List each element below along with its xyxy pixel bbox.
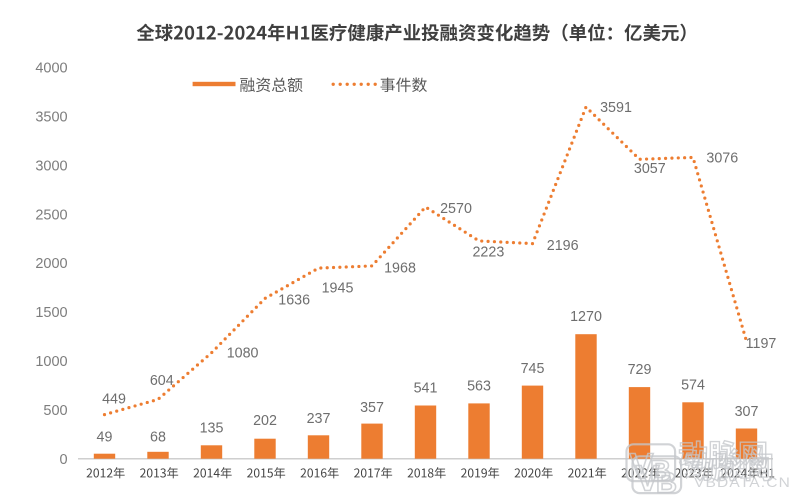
- svg-text:1197: 1197: [746, 336, 777, 352]
- svg-text:135: 135: [200, 421, 224, 437]
- svg-text:1945: 1945: [322, 280, 354, 296]
- svg-text:68: 68: [150, 430, 166, 446]
- svg-text:3500: 3500: [35, 109, 67, 125]
- svg-text:3076: 3076: [706, 151, 738, 167]
- svg-text:541: 541: [414, 381, 438, 397]
- svg-text:2500: 2500: [35, 207, 67, 223]
- svg-text:2223: 2223: [472, 244, 504, 260]
- svg-text:0: 0: [60, 452, 68, 468]
- svg-text:2000: 2000: [35, 256, 67, 272]
- svg-text:1968: 1968: [384, 261, 416, 277]
- svg-text:3000: 3000: [35, 158, 67, 174]
- svg-text:574: 574: [681, 377, 705, 393]
- svg-text:B: B: [656, 468, 677, 500]
- svg-text:B: B: [650, 456, 671, 488]
- svg-text:449: 449: [102, 391, 126, 407]
- svg-text:729: 729: [628, 362, 652, 378]
- svg-text:3591: 3591: [600, 100, 632, 116]
- svg-text:745: 745: [521, 361, 545, 377]
- svg-text:3057: 3057: [634, 161, 666, 177]
- svg-text:1000: 1000: [35, 354, 67, 370]
- svg-text:1500: 1500: [35, 305, 67, 321]
- svg-text:357: 357: [360, 400, 384, 416]
- svg-text:1636: 1636: [278, 292, 310, 308]
- svg-text:1080: 1080: [227, 345, 259, 361]
- svg-text:604: 604: [150, 373, 174, 389]
- svg-text:49: 49: [97, 430, 113, 446]
- svg-text:563: 563: [467, 378, 491, 394]
- svg-text:1270: 1270: [570, 309, 602, 325]
- svg-text:307: 307: [735, 404, 759, 420]
- svg-text:202: 202: [253, 413, 277, 429]
- svg-text:237: 237: [307, 411, 331, 427]
- svg-text:V: V: [636, 458, 660, 499]
- svg-text:2196: 2196: [547, 238, 579, 254]
- svg-text:2570: 2570: [440, 201, 472, 217]
- svg-text:4000: 4000: [35, 61, 67, 77]
- svg-text:500: 500: [43, 403, 67, 419]
- svg-text:VBDATA.CN: VBDATA.CN: [694, 475, 791, 490]
